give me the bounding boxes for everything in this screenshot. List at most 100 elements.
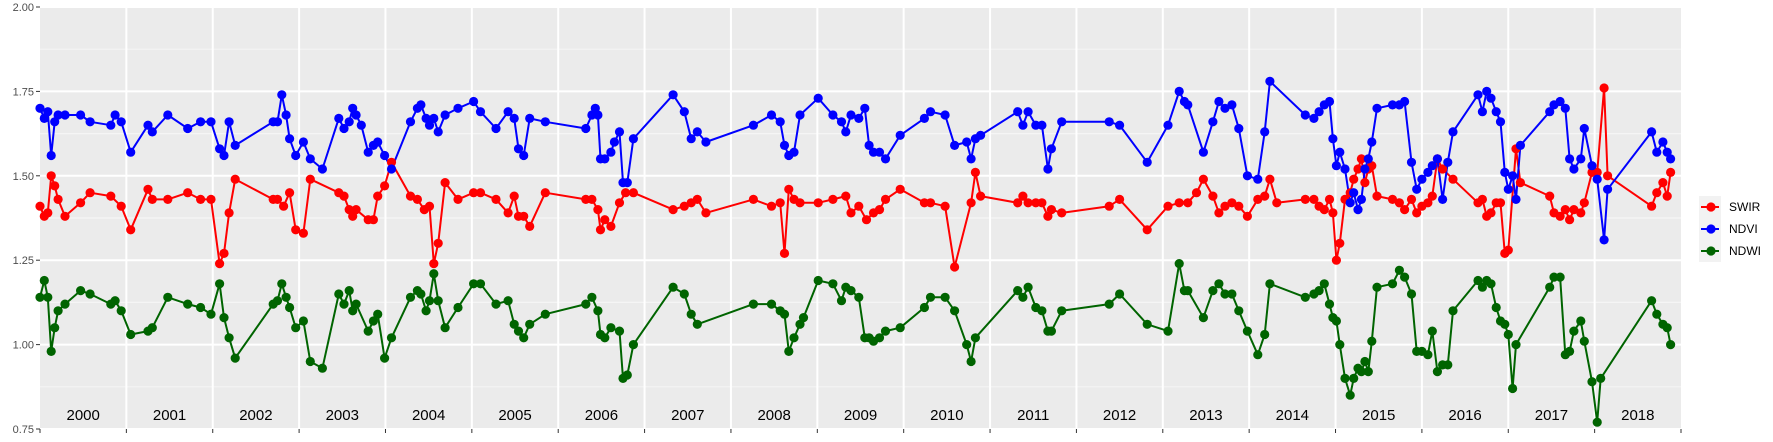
ndvi-point (880, 154, 891, 164)
ndwi-point (513, 326, 524, 336)
ndwi-point (1242, 326, 1252, 336)
swir-point (519, 211, 529, 221)
ndvi-point (116, 117, 126, 127)
ndvi-point (1603, 184, 1613, 194)
ndvi-point (1367, 137, 1377, 147)
ndvi-point (1423, 167, 1433, 177)
ndvi-point (469, 96, 479, 107)
ndwi-point (298, 316, 308, 326)
swir-point (970, 167, 981, 177)
ndvi-point (110, 110, 120, 120)
ndvi-point (183, 123, 193, 134)
ndwi-point (1565, 346, 1575, 356)
ndwi-point (39, 275, 49, 286)
ndvi-point (1387, 100, 1398, 110)
ndwi-point (60, 299, 70, 309)
swir-point (1353, 164, 1363, 174)
swir-point (1427, 191, 1437, 201)
swir-point (1115, 194, 1125, 204)
ndwi-point (453, 302, 463, 313)
swir-point (540, 188, 550, 198)
swir-point (828, 194, 838, 204)
swir-point (1438, 164, 1448, 174)
ndvi-point (519, 150, 529, 161)
ndwi-point (1037, 306, 1047, 316)
swir-point (841, 191, 851, 201)
swir-point (813, 198, 823, 208)
ndvi-point (513, 144, 524, 154)
ndwi-point (491, 299, 501, 309)
ndvi-point (1592, 174, 1602, 184)
swir-point (1560, 205, 1570, 215)
ndwi-point (368, 316, 378, 326)
ndwi-point (874, 333, 885, 343)
year-labels: 2000 2001 2002 2003 2004 2005 2006 2007 2008 2009… (66, 407, 1654, 424)
ndvi-point (950, 140, 960, 150)
y-tick-label: 0.75 (13, 424, 34, 436)
ndvi-point (373, 137, 383, 147)
swir-point (976, 191, 986, 201)
ndwi-point (1115, 289, 1125, 299)
ndvi-point (1503, 184, 1513, 194)
swir-point (1412, 208, 1422, 218)
ndvi-point (1495, 117, 1506, 127)
y-tick-label: 1.00 (13, 340, 34, 352)
swir-point (1198, 174, 1208, 184)
ndwi-point (183, 299, 193, 309)
swir-point (469, 188, 479, 198)
ndwi-point (1423, 350, 1433, 360)
ndwi-point (429, 269, 439, 279)
ndwi-point (1360, 356, 1370, 367)
swir-point (1104, 201, 1114, 211)
swir-point (1356, 154, 1366, 164)
swir-point (368, 215, 378, 225)
legend-ndwi-marker (1706, 246, 1716, 256)
ndvi-point (795, 110, 805, 120)
ndvi-point (779, 140, 790, 150)
swir-point (1018, 191, 1028, 201)
swir-point (1234, 201, 1244, 211)
ndwi-point (1163, 326, 1173, 336)
ndwi-point (1220, 289, 1230, 299)
ndvi-point (1486, 93, 1496, 103)
swir-point (1495, 198, 1506, 208)
swir-point (424, 201, 435, 211)
swir-point (219, 248, 229, 258)
ndvi-point (1511, 194, 1521, 204)
swir-point (1265, 174, 1275, 184)
ndwi-point (1579, 336, 1589, 346)
ndvi-point (1443, 157, 1453, 167)
swir-point (1242, 211, 1252, 221)
ndwi-point (622, 370, 632, 380)
year-label: 2018 (1621, 407, 1654, 424)
ndvi-point (363, 147, 373, 157)
ndwi-point (1486, 279, 1496, 289)
ndwi-point (386, 333, 397, 343)
ndwi-point (1592, 417, 1602, 427)
ndwi-point (1018, 292, 1028, 302)
ndvi-point (828, 110, 838, 120)
swir-point (1163, 201, 1173, 211)
ndwi-point (224, 333, 234, 343)
ndwi-point (1104, 299, 1114, 309)
ndvi-point (334, 113, 344, 123)
swir-point (279, 201, 289, 211)
ndvi-point (1353, 205, 1363, 215)
ndvi-point (85, 117, 95, 127)
grid (40, 6, 1681, 430)
ndvi-point (540, 117, 550, 127)
ndwi-point (1253, 350, 1263, 360)
swir-point (1666, 167, 1676, 177)
ndvi-point (1448, 127, 1458, 137)
year-label: 2000 (66, 407, 99, 424)
ndwi-point (35, 292, 45, 302)
swir-point (614, 198, 625, 208)
ndwi-point (789, 333, 799, 343)
swir-point (1423, 198, 1433, 208)
ndwi-point (334, 289, 344, 299)
year-label: 2015 (1362, 407, 1395, 424)
ndvi-point (272, 117, 283, 127)
ndwi-point (43, 292, 53, 302)
ndwi-point (970, 333, 981, 343)
year-label: 2009 (844, 407, 877, 424)
